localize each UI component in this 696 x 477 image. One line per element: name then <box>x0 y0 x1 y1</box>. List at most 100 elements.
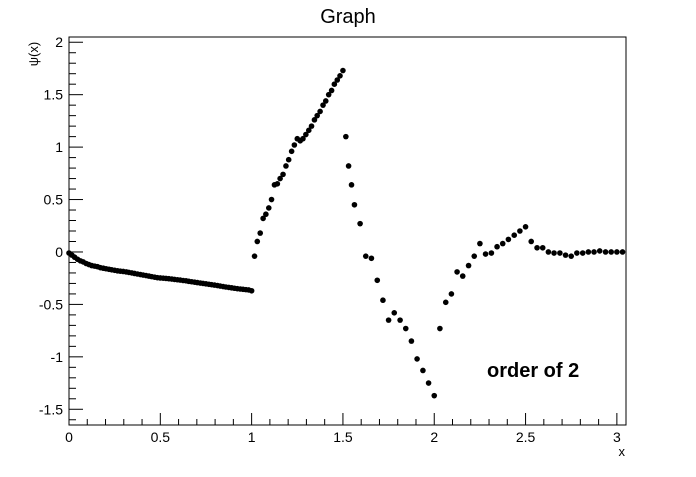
data-point <box>348 182 355 188</box>
data-point <box>459 273 466 279</box>
data-point <box>425 380 432 386</box>
data-point <box>274 181 281 187</box>
data-point <box>308 123 315 129</box>
data-point <box>614 249 620 255</box>
data-point <box>362 253 369 259</box>
data-point <box>285 156 292 163</box>
data-point <box>494 243 500 250</box>
data-point <box>263 211 269 218</box>
data-point <box>414 356 420 362</box>
data-point <box>448 291 455 297</box>
data-point <box>320 102 326 108</box>
data-point <box>585 249 592 255</box>
data-point <box>345 163 352 169</box>
x-axis-ticks: 0 0.5 1 1.5 2 2.5 3 <box>65 413 621 445</box>
data-point <box>420 367 426 374</box>
y-tick-label: 0 <box>55 244 63 260</box>
data-point <box>337 73 343 79</box>
y-tick-label: -1 <box>51 349 64 365</box>
data-point <box>488 250 495 256</box>
data-point <box>482 251 489 257</box>
data-point <box>328 87 335 94</box>
data-point <box>551 250 557 256</box>
data-point <box>351 201 358 208</box>
x-tick-label: 1.5 <box>333 429 353 445</box>
x-tick-label: 3 <box>613 429 621 445</box>
data-point <box>374 277 381 284</box>
data-point <box>331 81 338 87</box>
data-point <box>534 244 540 251</box>
y-axis-ticks: -1.5 -1 -0.5 0 0.5 1 1.5 2 <box>39 34 83 421</box>
data-point <box>248 287 255 294</box>
data-point <box>596 248 603 254</box>
x-tick-label: 2 <box>430 429 438 445</box>
data-point <box>528 238 535 245</box>
data-points <box>66 67 626 399</box>
y-axis-label: ψ(x) <box>26 42 41 66</box>
data-point <box>477 240 483 247</box>
data-point <box>454 269 460 275</box>
data-point <box>314 112 320 119</box>
data-point <box>511 232 518 238</box>
x-tick-label: 0.5 <box>151 429 171 445</box>
data-point <box>557 250 563 256</box>
data-point <box>334 77 341 83</box>
data-point <box>471 253 478 259</box>
data-point <box>391 309 398 316</box>
data-point <box>257 230 264 236</box>
x-axis-label: x <box>619 444 626 459</box>
data-point <box>539 244 546 251</box>
y-tick-label: 1.5 <box>44 87 64 103</box>
data-point <box>322 98 329 104</box>
data-point <box>288 148 295 155</box>
data-point <box>499 240 506 247</box>
chart-title: Graph <box>320 6 376 28</box>
data-point <box>385 317 392 323</box>
data-point <box>300 135 306 142</box>
data-point <box>579 250 586 256</box>
data-point <box>522 224 529 230</box>
y-tick-label: -0.5 <box>39 296 63 312</box>
y-tick-label: -1.5 <box>39 401 63 417</box>
data-point <box>325 91 332 98</box>
data-point <box>442 299 449 306</box>
data-point <box>574 250 580 256</box>
data-point <box>291 142 298 148</box>
data-point <box>591 249 597 255</box>
data-point <box>545 249 552 255</box>
data-point <box>608 249 615 255</box>
data-point <box>340 67 346 74</box>
chart-annotation: order of 2 <box>487 360 579 382</box>
data-point <box>303 131 309 138</box>
data-point <box>317 108 323 115</box>
x-tick-label: 1 <box>248 429 256 445</box>
data-point <box>283 163 289 169</box>
y-tick-label: 2 <box>55 34 63 50</box>
data-point <box>280 171 286 178</box>
data-point <box>465 262 472 269</box>
data-point <box>402 325 409 332</box>
data-point <box>562 252 569 258</box>
data-point <box>517 228 523 234</box>
data-point <box>431 392 438 399</box>
data-point <box>568 253 575 259</box>
data-point <box>268 196 275 203</box>
data-point <box>397 317 403 323</box>
data-point <box>408 338 415 344</box>
y-tick-label: 0.5 <box>44 192 64 208</box>
data-point <box>619 249 626 255</box>
data-point <box>260 215 266 222</box>
data-point <box>357 220 363 227</box>
data-point <box>277 175 283 182</box>
y-tick-label: 1 <box>55 139 63 155</box>
data-point <box>343 133 349 140</box>
data-point <box>505 236 512 243</box>
data-point <box>254 238 261 245</box>
data-point <box>368 255 375 262</box>
data-point <box>305 127 312 134</box>
data-point <box>602 249 609 255</box>
x-tick-label: 2.5 <box>516 429 536 445</box>
x-tick-label: 0 <box>65 429 73 445</box>
